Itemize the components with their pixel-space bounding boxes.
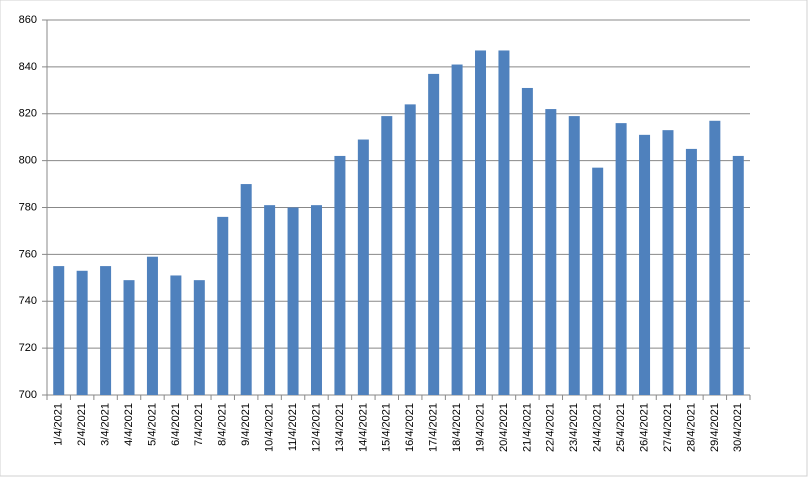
bar <box>76 270 88 395</box>
y-tick-label: 840 <box>19 61 37 73</box>
bar <box>404 104 416 395</box>
x-tick-label: 19/4/2021 <box>474 403 486 452</box>
x-tick-label: 22/4/2021 <box>545 403 557 452</box>
x-tick-label: 3/4/2021 <box>99 403 111 446</box>
y-tick-label: 780 <box>19 201 37 213</box>
bar <box>568 116 580 395</box>
bar <box>475 50 487 395</box>
bar <box>545 109 557 395</box>
y-tick-label: 720 <box>19 342 37 354</box>
x-tick-label: 11/4/2021 <box>287 403 299 451</box>
x-tick-label: 14/4/2021 <box>357 403 369 452</box>
bar <box>240 184 252 395</box>
x-tick-label: 16/4/2021 <box>404 403 416 452</box>
bar <box>451 64 463 395</box>
bar <box>639 134 651 395</box>
x-tick-label: 1/4/2021 <box>53 403 65 446</box>
bar <box>53 266 65 395</box>
bar <box>100 266 112 395</box>
bar <box>264 205 276 395</box>
x-tick-label: 26/4/2021 <box>638 403 650 452</box>
x-tick-label: 6/4/2021 <box>170 403 182 446</box>
x-tick-label: 27/4/2021 <box>662 403 674 452</box>
y-tick-label: 740 <box>19 295 37 307</box>
x-tick-label: 15/4/2021 <box>381 403 393 452</box>
x-tick-label: 20/4/2021 <box>498 403 510 452</box>
bar <box>381 116 393 395</box>
x-tick-label: 25/4/2021 <box>615 403 627 452</box>
bar <box>592 167 604 395</box>
x-tick-label: 28/4/2021 <box>685 403 697 452</box>
bar <box>193 280 205 395</box>
x-tick-label: 21/4/2021 <box>521 403 533 452</box>
bar <box>334 155 346 395</box>
y-tick-label: 860 <box>19 14 37 26</box>
bar <box>732 155 744 395</box>
x-tick-label: 4/4/2021 <box>123 403 135 446</box>
bar <box>662 130 674 395</box>
bar <box>428 73 440 395</box>
x-tick-label: 17/4/2021 <box>428 403 440 452</box>
y-tick-label: 760 <box>19 248 37 260</box>
x-tick-label: 2/4/2021 <box>76 403 88 446</box>
x-tick-label: 5/4/2021 <box>146 403 158 446</box>
x-tick-label: 10/4/2021 <box>264 403 276 452</box>
x-tick-label: 8/4/2021 <box>217 403 229 446</box>
x-tick-label: 18/4/2021 <box>451 403 463 452</box>
y-tick-label: 800 <box>19 155 37 167</box>
x-tick-label: 9/4/2021 <box>240 403 252 446</box>
bar <box>615 123 627 395</box>
bar <box>287 207 299 395</box>
bar <box>310 205 322 395</box>
x-tick-label: 29/4/2021 <box>709 403 721 452</box>
bar <box>217 216 229 395</box>
y-tick-label: 820 <box>19 108 37 120</box>
x-tick-label: 13/4/2021 <box>334 403 346 452</box>
bar <box>709 120 721 395</box>
x-tick-label: 12/4/2021 <box>310 403 322 452</box>
x-tick-label: 30/4/2021 <box>732 403 744 452</box>
bar <box>357 139 369 395</box>
bar <box>170 275 182 395</box>
bar <box>685 148 697 395</box>
bar <box>521 87 533 395</box>
bar <box>146 256 158 395</box>
x-tick-label: 23/4/2021 <box>568 403 580 452</box>
x-tick-label: 24/4/2021 <box>592 403 604 452</box>
x-tick-label: 7/4/2021 <box>193 403 205 446</box>
y-tick-label: 700 <box>19 389 37 401</box>
bar <box>498 50 510 395</box>
bar <box>123 280 135 395</box>
